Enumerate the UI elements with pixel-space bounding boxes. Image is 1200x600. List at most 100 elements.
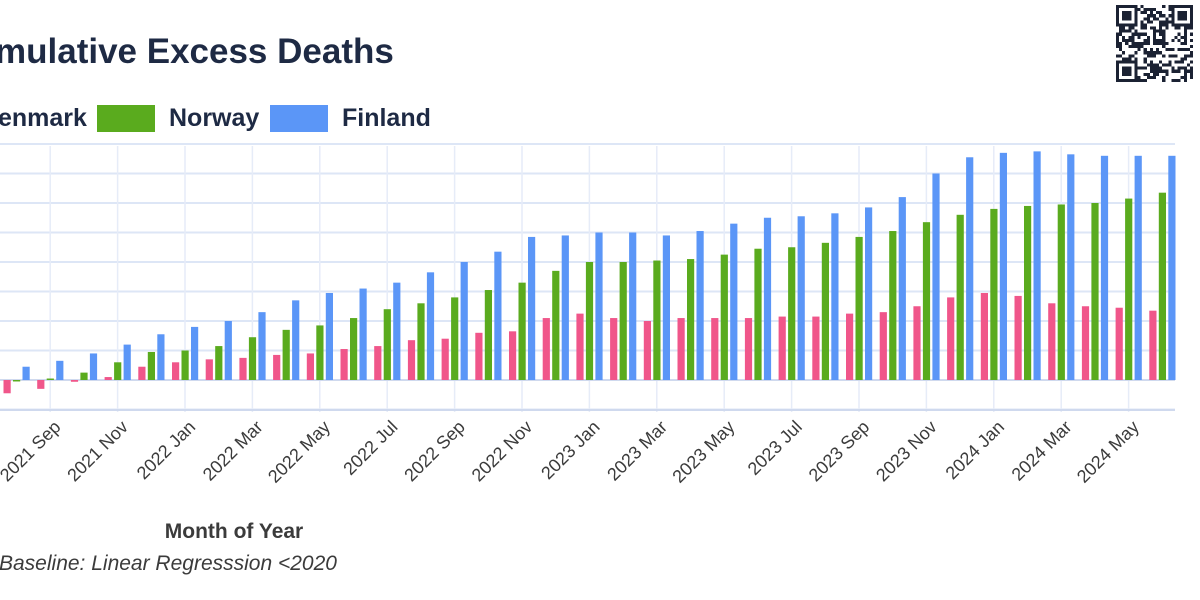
bar-norway-2023-jul xyxy=(788,247,796,380)
bar-finland-2023-sep xyxy=(865,207,873,380)
qr-module xyxy=(1168,5,1172,9)
qr-module xyxy=(1116,66,1120,70)
qr-module xyxy=(1162,63,1166,67)
qr-module xyxy=(1156,29,1160,33)
bar-norway-2023-dec xyxy=(956,214,964,380)
x-tick-label: 2024 May xyxy=(1073,417,1143,487)
qr-module xyxy=(1125,41,1129,46)
qr-module xyxy=(1149,66,1153,70)
qr-module xyxy=(1152,32,1157,36)
bar-norway-2021-oct xyxy=(80,372,88,380)
bar-finland-2022-dec xyxy=(561,235,569,380)
qr-module xyxy=(1177,48,1181,52)
qr-module xyxy=(1146,35,1150,39)
qr-module xyxy=(1131,35,1135,39)
qr-module xyxy=(1137,41,1141,46)
bar-finland-2022-sep xyxy=(460,262,468,380)
bar-finland-2022-apr xyxy=(292,300,300,380)
qr-module xyxy=(1122,66,1126,70)
bar-denmark-2022-apr xyxy=(273,354,281,380)
legend-item-finland[interactable]: Finland xyxy=(270,100,431,136)
bar-denmark-2022-dec xyxy=(542,318,550,380)
qr-module xyxy=(1189,14,1193,18)
legend-item-norway[interactable]: Norway xyxy=(97,100,259,136)
bar-norway-2022-jul xyxy=(383,309,391,380)
qr-module xyxy=(1168,54,1172,58)
qr-module xyxy=(1159,41,1163,46)
qr-module xyxy=(1149,60,1153,64)
qr-module xyxy=(1125,23,1129,27)
qr-module xyxy=(1162,14,1166,18)
qr-module xyxy=(1159,14,1163,18)
qr-module xyxy=(1183,48,1187,52)
qr-module xyxy=(1174,78,1178,82)
qr-module xyxy=(1177,69,1181,73)
qr-module xyxy=(1186,63,1190,67)
qr-module xyxy=(1189,17,1193,21)
qr-module xyxy=(1162,29,1166,33)
qr-module xyxy=(1137,75,1141,79)
qr-module xyxy=(1116,38,1120,42)
bar-denmark-2021-sep xyxy=(37,380,45,389)
bar-norway-2022-oct xyxy=(484,290,492,380)
x-tick-label: 2024 Mar xyxy=(1008,417,1076,485)
qr-module xyxy=(1116,60,1120,64)
qr-module xyxy=(1134,5,1138,9)
qr-module xyxy=(1149,26,1153,30)
qr-module xyxy=(1162,5,1166,9)
qr-module xyxy=(1189,38,1193,42)
qr-module xyxy=(1128,66,1132,70)
qr-module xyxy=(1152,66,1157,70)
bar-norway-2023-jun xyxy=(754,248,762,380)
bar-denmark-2021-oct xyxy=(70,380,79,382)
qr-module xyxy=(1177,60,1181,64)
qr-module xyxy=(1152,41,1157,46)
qr-module xyxy=(1143,26,1147,30)
bar-norway-2023-sep xyxy=(855,236,863,380)
bar-finland-2023-may xyxy=(730,223,738,380)
qr-module xyxy=(1171,17,1175,21)
qr-module xyxy=(1125,17,1129,21)
qr-module xyxy=(1189,45,1193,49)
qr-module xyxy=(1152,72,1157,76)
qr-module xyxy=(1119,48,1123,52)
legend-item-denmark[interactable]: enmark xyxy=(0,100,87,136)
qr-module xyxy=(1128,72,1132,76)
qr-module xyxy=(1186,54,1190,58)
x-tick-label: 2022 Sep xyxy=(400,417,469,486)
qr-module xyxy=(1143,60,1147,64)
qr-module xyxy=(1143,38,1147,42)
qr-module xyxy=(1125,60,1129,64)
qr-module xyxy=(1140,32,1144,36)
x-tick-label: 2022 Nov xyxy=(468,417,537,486)
qr-module xyxy=(1186,48,1190,52)
qr-module xyxy=(1146,75,1150,79)
qr-module xyxy=(1156,63,1160,67)
qr-module xyxy=(1134,60,1138,64)
qr-module xyxy=(1146,14,1150,18)
bar-finland-2023-feb xyxy=(629,232,637,380)
bar-finland-2023-mar xyxy=(662,235,670,380)
qr-module xyxy=(1183,29,1187,33)
qr-module xyxy=(1189,26,1193,30)
qr-module xyxy=(1168,60,1172,64)
qr-module xyxy=(1174,60,1178,64)
bar-norway-2024-jun xyxy=(1158,192,1166,380)
bar-denmark-2022-mar xyxy=(239,357,247,380)
qr-module xyxy=(1134,17,1138,21)
qr-module xyxy=(1128,29,1132,33)
qr-module xyxy=(1122,26,1126,30)
qr-module xyxy=(1149,54,1153,58)
qr-module xyxy=(1174,54,1178,58)
qr-module xyxy=(1189,32,1193,36)
bar-norway-2022-nov xyxy=(518,282,526,380)
qr-module xyxy=(1171,5,1175,9)
qr-module xyxy=(1137,48,1141,52)
qr-module xyxy=(1180,57,1184,61)
bar-norway-2023-mar xyxy=(653,260,661,380)
bar-norway-2021-aug xyxy=(13,380,21,382)
qr-module xyxy=(1122,60,1126,64)
bar-denmark-2024-jan xyxy=(980,292,988,380)
bar-norway-2023-aug xyxy=(821,242,829,380)
